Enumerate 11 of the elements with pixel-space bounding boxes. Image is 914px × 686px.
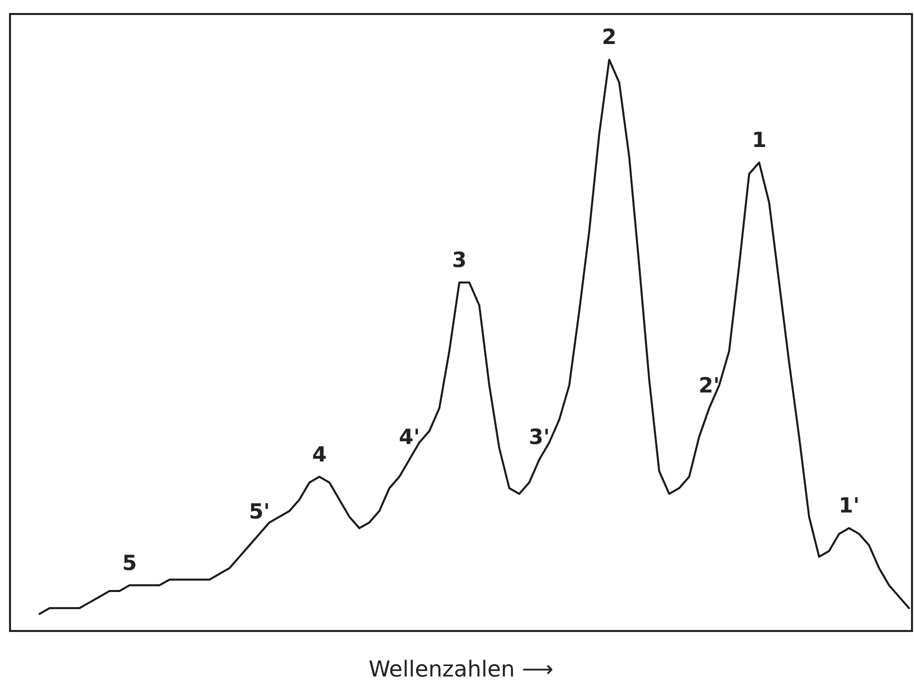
annotation: 3 (452, 248, 467, 272)
annotation: 5' (248, 499, 270, 524)
x-axis-title: Wellenzahlen ⟶ (368, 658, 554, 682)
annotation: 3' (528, 425, 550, 450)
annotation: 5 (122, 550, 137, 575)
annotation: 2' (698, 374, 720, 398)
annotation: 4' (398, 425, 420, 450)
annotation: 2 (602, 25, 617, 50)
annotation: 1' (838, 494, 860, 518)
annotation: 4 (312, 442, 327, 466)
annotation: 1 (752, 128, 766, 152)
